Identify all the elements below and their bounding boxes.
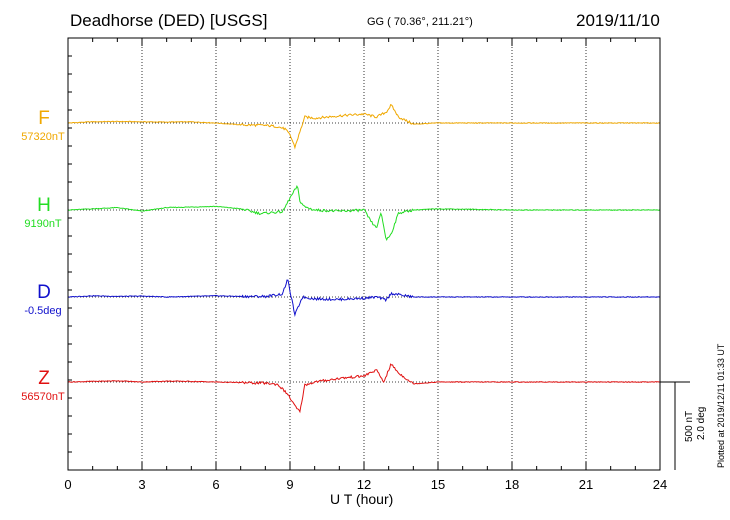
x-tick-label-6: 6 <box>212 477 219 492</box>
x-tick-label-21: 21 <box>579 477 593 492</box>
trace-D <box>67 279 661 317</box>
scale-bar <box>660 381 690 470</box>
plot-date: 2019/11/10 <box>576 11 660 30</box>
trace-Z <box>67 363 661 414</box>
x-tick-label-15: 15 <box>431 477 445 492</box>
channel-baseline-value-H: 9190nT <box>24 218 62 230</box>
geographic-coordinates: GG ( 70.36°, 211.21°) <box>367 16 473 28</box>
scale-nt-label: 500 nT <box>684 410 695 442</box>
x-tick-label-3: 3 <box>138 477 145 492</box>
trace-F <box>67 104 660 150</box>
channel-traces <box>67 104 661 414</box>
trace-H <box>68 185 661 242</box>
vertical-grid-lines <box>141 38 587 470</box>
channel-baseline-value-Z: 56570nT <box>21 391 65 403</box>
channel-name-F: F <box>38 108 50 129</box>
channel-name-Z: Z <box>38 368 50 389</box>
x-tick-label-18: 18 <box>505 477 519 492</box>
x-tick-label-12: 12 <box>357 477 371 492</box>
x-tick-label-24: 24 <box>653 477 667 492</box>
scale-deg-label: 2.0 deg <box>696 406 707 440</box>
plotted-at-note: Plotted at 2019/12/11 01:33 UT <box>716 343 726 468</box>
channel-name-D: D <box>37 282 51 303</box>
x-axis-label: U T (hour) <box>330 491 394 507</box>
channel-baseline-value-F: 57320nT <box>21 131 65 143</box>
x-tick-label-9: 9 <box>286 477 293 492</box>
x-tick-label-0: 0 <box>64 477 71 492</box>
station-title: Deadhorse (DED) [USGS] <box>70 11 268 30</box>
axis-ticks: 0 3 6 9 12 15 18 21 24 <box>64 37 667 492</box>
channel-baseline-value-D: -0.5deg <box>24 305 62 317</box>
channel-name-H: H <box>37 195 51 216</box>
